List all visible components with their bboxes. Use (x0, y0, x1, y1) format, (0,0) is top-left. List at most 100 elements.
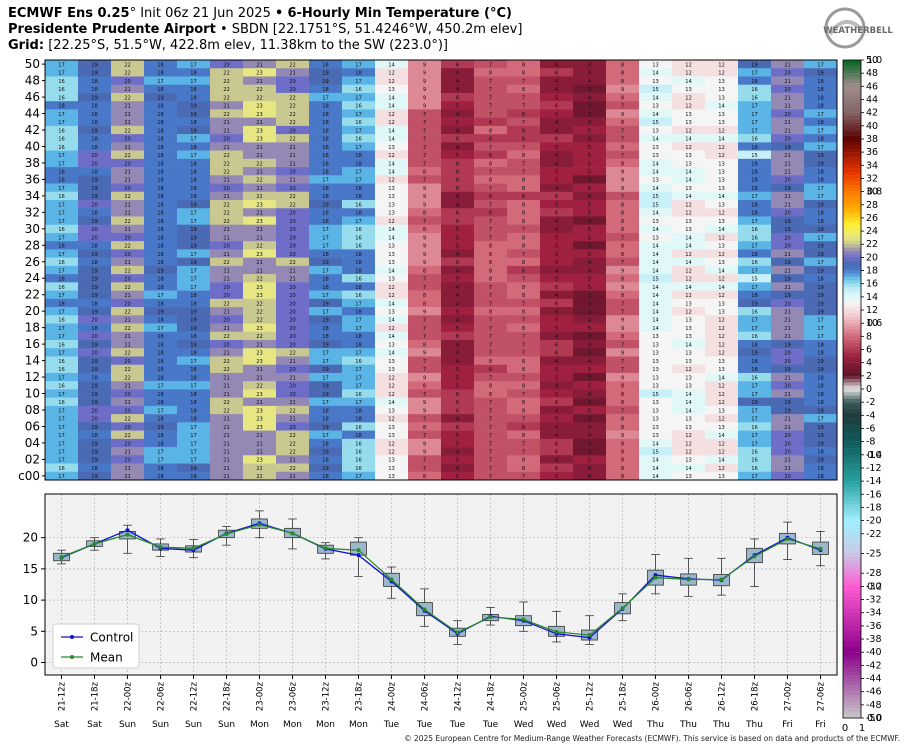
heatmap-cell-value: 20 (289, 211, 296, 217)
heatmap-cell (606, 125, 640, 135)
heatmap-cell (45, 274, 79, 283)
heatmap-cell (177, 84, 211, 94)
heatmap-cell-value: 18 (817, 79, 824, 85)
heatmap-cell-value: 13 (652, 128, 659, 134)
heatmap-cell (606, 414, 640, 423)
heatmap-cell (606, 175, 640, 184)
heatmap-cell (639, 216, 673, 226)
heatmap-cell-value: 18 (91, 244, 98, 250)
heatmap-cell (639, 282, 673, 291)
heatmap-cell (45, 183, 79, 193)
heatmap-cell-value: 18 (322, 120, 329, 126)
heatmap-cell (804, 397, 838, 407)
heatmap-cell-value: 22 (289, 449, 296, 455)
heatmap-cell-value: 17 (751, 417, 758, 423)
heatmap-cell (507, 282, 541, 291)
heatmap-cell (771, 389, 805, 398)
heatmap-cell (210, 348, 244, 357)
heatmap-cell-value: 4 (456, 87, 460, 93)
x-weekday-label: Sat (54, 720, 69, 730)
heatmap-cell (804, 76, 838, 86)
heatmap-cell-value: 17 (157, 293, 164, 299)
colorbar-swatch (843, 250, 861, 255)
heatmap-cell (144, 224, 178, 234)
heatmap-cell (804, 331, 838, 341)
colorbar-swatch (843, 583, 861, 587)
heatmap-cell-value: 21 (784, 153, 791, 159)
heatmap-cell-value: 8 (489, 392, 492, 398)
heatmap-cell (804, 191, 838, 201)
heatmap-cell (738, 323, 772, 333)
heatmap-cell-value: 20 (784, 244, 791, 250)
heatmap-cell (804, 224, 838, 234)
heatmap-cell-value: 17 (355, 367, 362, 373)
heatmap-cell-value: 21 (223, 309, 230, 315)
heatmap-cell (507, 68, 541, 77)
heatmap-cell (606, 249, 640, 258)
heatmap-cell (342, 265, 376, 275)
heatmap-cell-value: 19 (751, 301, 758, 307)
heatmap-cell (342, 372, 376, 382)
x-tick-label: 23-18z (355, 681, 365, 711)
heatmap-cell (243, 84, 277, 94)
heatmap-cell-value: 6 (456, 392, 459, 398)
heatmap-cell (309, 447, 343, 456)
heatmap-cell (705, 315, 739, 324)
heatmap-cell-value: 14 (652, 260, 659, 266)
heatmap-cell (573, 323, 607, 333)
heatmap-cell (639, 183, 673, 193)
heatmap-cell-value: 4 (555, 219, 559, 225)
heatmap-cell-value: 18 (91, 120, 98, 126)
heatmap-cell-value: 18 (751, 252, 758, 258)
heatmap-cell (408, 84, 442, 94)
heatmap-cell (243, 455, 277, 464)
heatmap-cell (705, 364, 739, 374)
heatmap-cell (243, 282, 277, 291)
heatmap-cell (441, 134, 475, 143)
colorbar-swatch (843, 69, 861, 74)
heatmap-cell (342, 68, 376, 77)
heatmap-cell-value: 17 (190, 285, 197, 291)
colorbar-swatch (843, 306, 861, 311)
heatmap-cell-value: 8 (489, 260, 492, 266)
heatmap-cell-value: 7 (621, 194, 624, 200)
heatmap-cell (375, 92, 409, 102)
colorbar-tick-label: 16 (866, 279, 878, 290)
heatmap-cell (78, 397, 112, 407)
heatmap-cell-value: 17 (751, 318, 758, 324)
colorbar-swatch (843, 602, 861, 607)
heatmap-cell (111, 101, 145, 110)
heatmap-cell-value: 21 (124, 87, 131, 93)
heatmap-cell (45, 150, 79, 160)
heatmap-cell (540, 381, 574, 390)
heatmap-cell (672, 381, 706, 390)
heatmap-cell (474, 92, 508, 102)
heatmap-cell-value: 6 (555, 211, 558, 217)
heatmap-cell-value: 18 (190, 161, 197, 167)
heatmap-cell (45, 117, 79, 127)
heatmap-cell-value: 7 (423, 334, 426, 340)
heatmap-cell-value: 7 (522, 417, 525, 423)
heatmap-cell (342, 183, 376, 193)
heatmap-cell-value: 14 (652, 326, 659, 332)
heatmap-cell-value: 7 (489, 425, 492, 431)
colorbar-swatch (843, 392, 861, 396)
heatmap-cell (507, 348, 541, 357)
heatmap-cell (243, 447, 277, 456)
heatmap-cell-value: 18 (817, 466, 824, 472)
heatmap-cell-value: 21 (256, 268, 263, 274)
heatmap-cell-value: 16 (751, 449, 758, 455)
heatmap-cell (738, 249, 772, 258)
heatmap-cell-value: 21 (784, 161, 791, 167)
series-point-mean (554, 629, 559, 634)
heatmap-cell-value: 18 (751, 186, 758, 192)
heatmap-cell (111, 315, 145, 324)
heatmap-cell (672, 348, 706, 357)
heatmap-cell (243, 101, 277, 110)
heatmap-cell (309, 315, 343, 324)
heatmap-cell (771, 60, 805, 69)
heatmap-cell-value: 12 (685, 449, 692, 455)
heatmap-cell (111, 438, 145, 448)
heatmap-cell (639, 191, 673, 201)
heatmap-cell (45, 298, 79, 308)
